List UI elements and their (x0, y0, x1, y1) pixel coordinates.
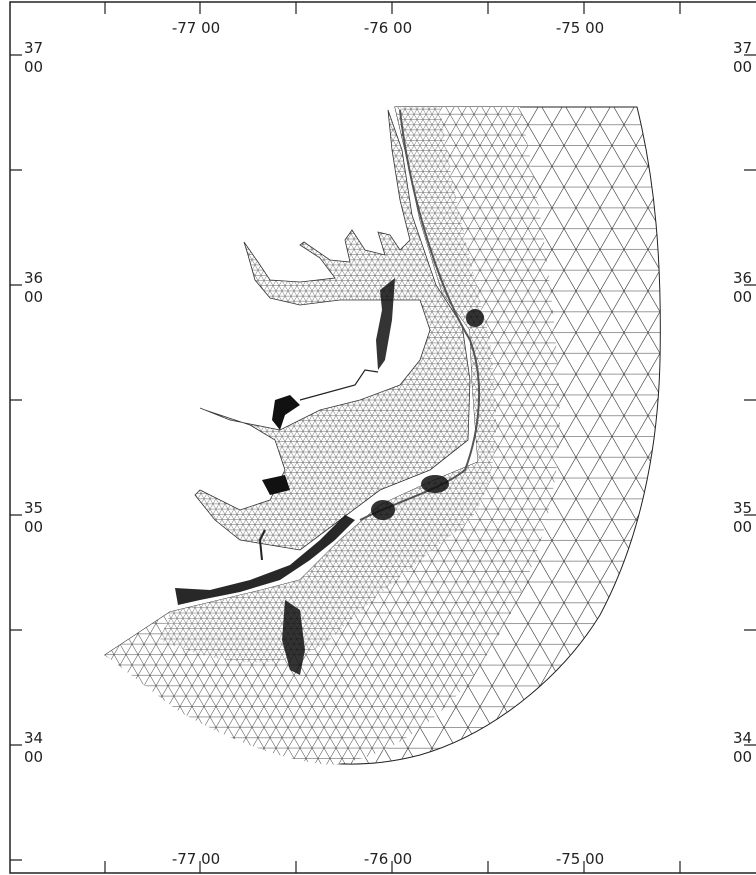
top-lon-label: -77 00 (172, 19, 220, 37)
bottom-lon-label: -77 00 (172, 850, 220, 868)
right-lat-deg: 36 (733, 269, 752, 287)
finite-element-mesh (105, 107, 660, 765)
page: {"map": { "top_labels": ["-77 00", "-76 … (0, 0, 756, 875)
right-lat-min: 00 (733, 58, 752, 76)
left-lat-deg: 35 (24, 499, 43, 517)
bottom-lon-label: -75 00 (556, 850, 604, 868)
left-lat-min: 00 (24, 58, 43, 76)
mesh-map: -77 00-76 00-75 00-77 00-76 00-75 003700… (0, 0, 756, 875)
right-lat-deg: 37 (733, 39, 752, 57)
top-lon-label: -75 00 (556, 19, 604, 37)
left-lat-min: 00 (24, 288, 43, 306)
right-lat-deg: 34 (733, 729, 752, 747)
river (300, 370, 378, 400)
right-lat-min: 00 (733, 288, 752, 306)
left-lat-min: 00 (24, 748, 43, 766)
bottom-lon-label: -76 00 (364, 850, 412, 868)
left-lat-min: 00 (24, 518, 43, 536)
left-lat-deg: 37 (24, 39, 43, 57)
right-lat-min: 00 (733, 518, 752, 536)
left-lat-deg: 36 (24, 269, 43, 287)
left-lat-deg: 34 (24, 729, 43, 747)
top-lon-label: -76 00 (364, 19, 412, 37)
right-lat-min: 00 (733, 748, 752, 766)
right-lat-deg: 35 (733, 499, 752, 517)
